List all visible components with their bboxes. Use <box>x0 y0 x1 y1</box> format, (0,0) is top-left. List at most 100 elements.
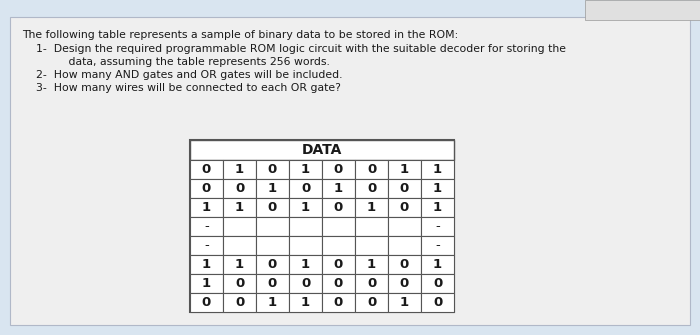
Bar <box>322 293 355 312</box>
Text: 0: 0 <box>301 182 310 195</box>
Bar <box>388 274 421 293</box>
Text: 0: 0 <box>268 201 277 214</box>
Text: 0: 0 <box>202 182 211 195</box>
Text: 0: 0 <box>334 201 343 214</box>
Text: 1: 1 <box>400 163 409 176</box>
Text: 1: 1 <box>268 182 277 195</box>
Bar <box>289 274 322 293</box>
Text: 0: 0 <box>367 182 376 195</box>
Bar <box>421 274 454 293</box>
Bar <box>289 198 322 217</box>
Text: 1: 1 <box>334 182 343 195</box>
Text: 1: 1 <box>202 201 211 214</box>
Text: 1: 1 <box>301 201 310 214</box>
Bar <box>355 198 388 217</box>
Text: 0: 0 <box>400 258 409 271</box>
Text: 0: 0 <box>367 277 376 290</box>
Text: 0: 0 <box>268 277 277 290</box>
Bar <box>256 160 289 179</box>
Bar <box>289 236 322 255</box>
Bar <box>421 179 454 198</box>
Bar <box>223 255 256 274</box>
Bar <box>289 160 322 179</box>
Text: 1: 1 <box>235 163 244 176</box>
Text: 0: 0 <box>202 296 211 309</box>
Text: 0: 0 <box>334 163 343 176</box>
Text: 0: 0 <box>433 277 442 290</box>
Text: 0: 0 <box>235 182 244 195</box>
Bar <box>322 217 355 236</box>
Bar <box>388 198 421 217</box>
Text: 0: 0 <box>367 296 376 309</box>
Text: 0: 0 <box>268 258 277 271</box>
Bar <box>223 160 256 179</box>
Text: 1: 1 <box>301 163 310 176</box>
Text: 1: 1 <box>268 296 277 309</box>
Text: DATA: DATA <box>302 143 342 157</box>
Bar <box>256 198 289 217</box>
Text: 2-  How many AND gates and OR gates will be included.: 2- How many AND gates and OR gates will … <box>36 70 342 80</box>
Bar <box>388 160 421 179</box>
Bar <box>256 255 289 274</box>
Bar <box>421 160 454 179</box>
Text: 1: 1 <box>433 258 442 271</box>
Bar <box>289 255 322 274</box>
Bar <box>355 274 388 293</box>
Text: -: - <box>435 220 440 233</box>
Bar <box>322 179 355 198</box>
Bar <box>223 236 256 255</box>
Bar <box>388 236 421 255</box>
Bar <box>256 179 289 198</box>
Bar <box>190 179 223 198</box>
Bar <box>421 255 454 274</box>
Bar <box>223 293 256 312</box>
Bar <box>322 160 355 179</box>
Text: 0: 0 <box>400 201 409 214</box>
Bar <box>322 236 355 255</box>
Text: 0: 0 <box>334 296 343 309</box>
Text: -: - <box>204 220 209 233</box>
Bar <box>223 274 256 293</box>
Bar <box>585 0 700 20</box>
Bar <box>190 198 223 217</box>
Text: data, assuming the table represents 256 words.: data, assuming the table represents 256 … <box>44 57 330 67</box>
Bar <box>289 179 322 198</box>
Text: 1: 1 <box>433 201 442 214</box>
Bar <box>256 293 289 312</box>
Bar <box>190 236 223 255</box>
Bar <box>190 293 223 312</box>
Bar <box>388 217 421 236</box>
Text: 1: 1 <box>367 258 376 271</box>
Bar <box>256 217 289 236</box>
Text: 1: 1 <box>400 296 409 309</box>
Text: 0: 0 <box>301 277 310 290</box>
Text: -: - <box>435 239 440 252</box>
Text: 1: 1 <box>202 277 211 290</box>
Bar <box>190 140 454 312</box>
Text: 0: 0 <box>235 277 244 290</box>
Bar <box>355 217 388 236</box>
Text: 1-  Design the required programmable ROM logic circuit with the suitable decoder: 1- Design the required programmable ROM … <box>36 44 566 54</box>
Text: 1: 1 <box>235 258 244 271</box>
Bar <box>190 217 223 236</box>
Bar <box>223 217 256 236</box>
Text: 0: 0 <box>235 296 244 309</box>
Bar <box>190 160 223 179</box>
Text: The following table represents a sample of binary data to be stored in the ROM:: The following table represents a sample … <box>22 30 458 40</box>
Text: 1: 1 <box>433 163 442 176</box>
Text: 0: 0 <box>400 277 409 290</box>
Bar <box>421 198 454 217</box>
Text: 1: 1 <box>301 258 310 271</box>
Bar <box>223 179 256 198</box>
Text: -: - <box>204 239 209 252</box>
Bar <box>355 160 388 179</box>
Text: 0: 0 <box>433 296 442 309</box>
Bar <box>322 255 355 274</box>
Bar <box>388 255 421 274</box>
Bar <box>322 198 355 217</box>
Bar <box>256 236 289 255</box>
Text: 0: 0 <box>334 258 343 271</box>
Text: 0: 0 <box>367 163 376 176</box>
Bar <box>190 140 454 160</box>
Text: 1: 1 <box>301 296 310 309</box>
